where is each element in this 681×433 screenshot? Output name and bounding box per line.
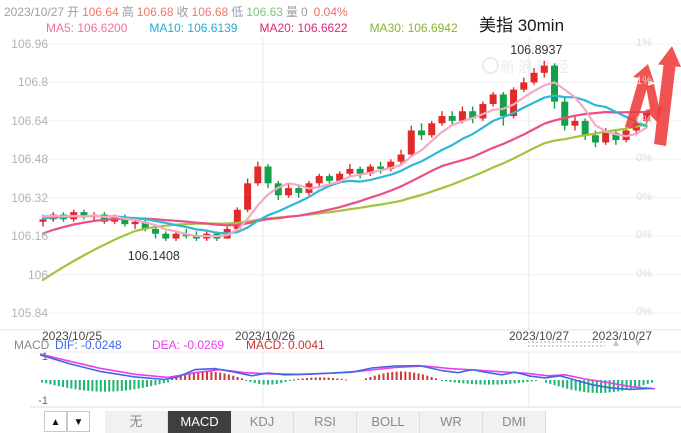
price-axis-label: 105.84 bbox=[11, 306, 48, 320]
ma-legend-item: MA30: 106.6942 bbox=[369, 21, 458, 35]
tab-rsi[interactable]: RSI bbox=[294, 411, 357, 433]
macd-dif-value: DIF: -0.0248 bbox=[55, 338, 122, 352]
ohlc-header: 2023/10/27 开 106.64 高 106.68 收 106.68 低 106.63 量 0… bbox=[4, 3, 351, 20]
price-axis-label: 106.48 bbox=[11, 152, 48, 167]
percent-axis-label: 0% bbox=[636, 113, 652, 126]
bar-date: 2023/10/27 bbox=[4, 5, 65, 19]
ma-legend: MA5: 106.6200 MA10: 106.6139 MA20: 106.662… bbox=[46, 21, 480, 35]
percent-axis-label: 0% bbox=[636, 306, 652, 318]
ohlc-field-value: 106.64 bbox=[82, 5, 119, 19]
tab-wr[interactable]: WR bbox=[420, 411, 483, 433]
percent-axis-label: 1% bbox=[636, 37, 652, 49]
price-axis-label: 106.64 bbox=[11, 113, 48, 128]
tab-boll[interactable]: BOLL bbox=[357, 411, 420, 433]
change-percent: 0.04% bbox=[313, 5, 348, 19]
percent-axis-label: 1% bbox=[636, 75, 652, 88]
scroll-left-button[interactable]: ▲ bbox=[44, 411, 67, 432]
ohlc-field-label: 收 bbox=[176, 5, 189, 19]
ohlc-field-label: 高 bbox=[121, 5, 134, 19]
ma-legend-item: MA10: 106.6139 bbox=[149, 21, 238, 35]
price-axis-label: 106.32 bbox=[11, 190, 48, 205]
ohlc-field-label: 低 bbox=[231, 5, 244, 19]
ohlc-field-value: 106.63 bbox=[246, 5, 283, 19]
date-axis-label: 2023/10/25 bbox=[41, 329, 103, 343]
watermark-logo-icon bbox=[482, 57, 499, 74]
date-axis-label: 2023/10/27 bbox=[591, 329, 653, 343]
ohlc-field-label: 量 bbox=[285, 5, 298, 19]
zoom-in-icon[interactable]: ▲ bbox=[611, 338, 621, 349]
zoom-out-icon[interactable]: ▼ bbox=[633, 338, 643, 349]
trend-annotation-arrow bbox=[625, 64, 654, 129]
percent-axis-label: 0% bbox=[636, 190, 652, 203]
macd-dea-value: DEA: -0.0269 bbox=[152, 338, 225, 352]
ohlc-field-value: 0 bbox=[300, 5, 308, 19]
low-price-annotation: 106.1408 bbox=[127, 248, 180, 263]
macd-axis-bottom-label: -1 bbox=[38, 395, 48, 407]
price-axis-label: 106.96 bbox=[11, 37, 48, 51]
price-axis-label: 106.8 bbox=[17, 75, 48, 90]
ohlc-fields: 开 106.64 高 106.68 收 106.68 低 106.63 量 0 bbox=[67, 5, 311, 19]
tab-dmi[interactable]: DMI bbox=[483, 411, 546, 433]
date-axis-label: 2023/10/27 bbox=[508, 329, 570, 343]
macd-axis-top-label: 1 bbox=[41, 351, 48, 363]
tab-无[interactable]: 无 bbox=[105, 411, 168, 433]
percent-axis-label: 0% bbox=[636, 267, 652, 280]
scroll-right-button[interactable]: ▼ bbox=[67, 411, 90, 432]
indicator-tabs: ▲ ▼ 无 MACD KDJ RSI BOLL WR DMI bbox=[0, 411, 681, 433]
price-axis-label: 106.16 bbox=[11, 229, 48, 244]
tab-kdj[interactable]: KDJ bbox=[231, 411, 294, 433]
trend-annotation-arrow bbox=[654, 46, 681, 146]
tab-macd[interactable]: MACD bbox=[168, 411, 231, 433]
price-axis-label: 106 bbox=[27, 267, 48, 282]
chart-title: 美指 30min bbox=[479, 16, 565, 35]
ma-legend-item: MA20: 106.6622 bbox=[259, 21, 348, 35]
zoom-drag-handle[interactable] bbox=[527, 340, 605, 349]
percent-axis-label: 0% bbox=[636, 152, 652, 165]
percent-axis-label: 0% bbox=[636, 229, 652, 242]
date-axis-label: 2023/10/26 bbox=[234, 329, 296, 343]
ma-legend-item: MA5: 106.6200 bbox=[46, 21, 128, 35]
high-price-annotation: 106.8937 bbox=[510, 42, 563, 57]
macd-hist-value: MACD: 0.0041 bbox=[246, 338, 325, 352]
macd-info-row: MACD DIF: -0.0248 DEA: -0.0269 MACD: 0.0… bbox=[0, 338, 681, 352]
macd-pane-label: MACD bbox=[14, 338, 50, 352]
ohlc-field-value: 106.68 bbox=[136, 5, 174, 19]
ohlc-field-label: 开 bbox=[67, 5, 80, 19]
ohlc-field-value: 106.68 bbox=[191, 5, 229, 19]
